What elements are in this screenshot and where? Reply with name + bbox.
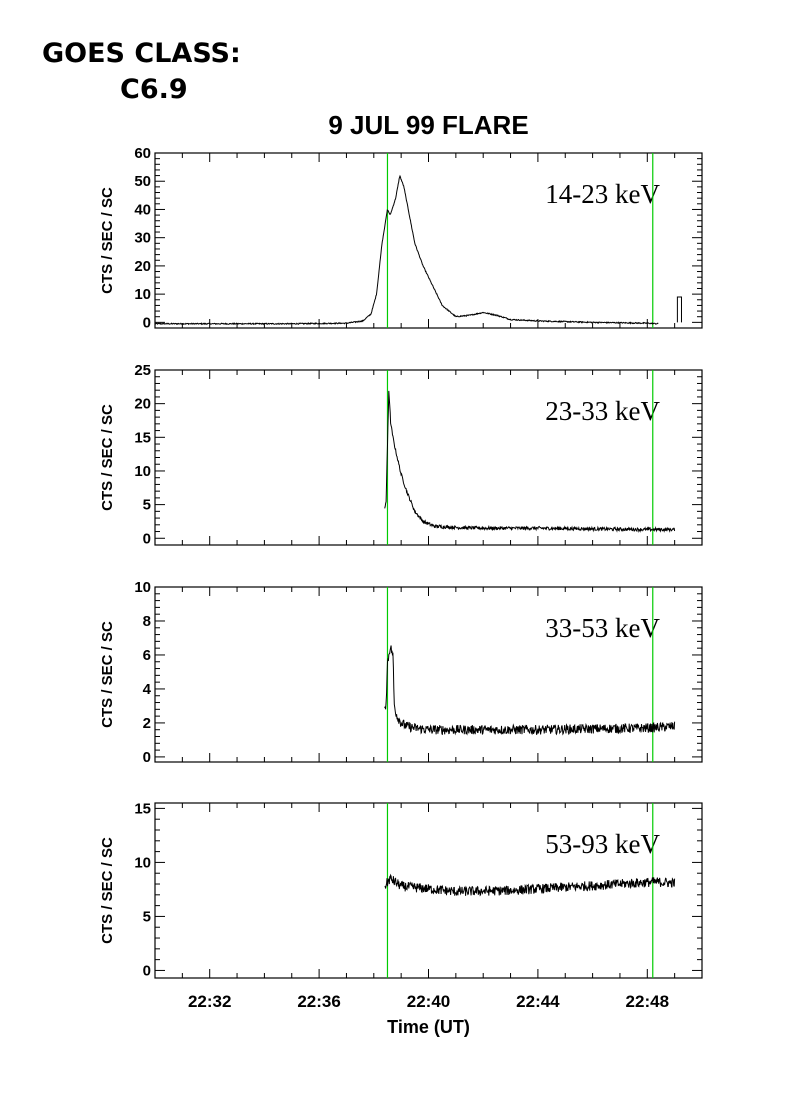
y-tick-label: 25 [134,362,151,379]
y-tick-label: 8 [143,613,151,630]
y-tick-label: 20 [134,396,151,413]
y-axis-label: CTS / SEC / SC [99,621,116,728]
y-tick-label: 2 [143,715,151,732]
y-tick-label: 60 [134,145,151,162]
goes-class-value: C6.9 [120,74,188,105]
y-tick-label: 10 [134,286,151,303]
goes-class-label: GOES CLASS: [42,38,241,69]
x-axis-label: Time (UT) [387,1017,470,1037]
x-tick-label: 22:44 [516,992,560,1011]
energy-band-label: 23-33 keV [545,396,660,426]
x-tick-label: 22:48 [626,992,669,1011]
y-tick-label: 0 [143,314,151,331]
energy-band-label: 53-93 keV [545,829,660,859]
count-rate-trace [384,873,676,897]
panel-1: 0 10 20 30 40 50 60 CTS / SEC / SC 14-23 keV [99,145,703,331]
count-rate-trace [384,390,676,534]
panel-2: 0 5 10 15 20 25 CTS / SEC / SC 23-33 keV [99,362,703,547]
y-tick-label: 5 [143,497,151,514]
y-tick-label: 10 [134,463,151,480]
energy-band-label: 33-53 keV [545,613,660,643]
x-tick-label: 22:36 [297,992,340,1011]
y-tick-label: 15 [134,429,151,446]
chart-title: 9 JUL 99 FLARE [328,110,529,140]
count-rate-trace [384,645,676,736]
y-tick-label: 0 [143,530,151,547]
y-tick-label: 50 [134,173,151,190]
y-tick-label: 10 [134,579,151,596]
x-tick-label: 22:40 [407,992,450,1011]
panel-4: 0 5 10 15 CTS / SEC / SC 53-93 keV 22:32 22:36 2… [99,800,703,1037]
goes-class-heading: GOES CLASS: C6.9 [42,36,241,108]
energy-band-label: 14-23 keV [545,179,660,209]
y-tick-label: 10 [134,854,151,871]
y-tick-label: 0 [143,962,151,979]
y-tick-label: 15 [134,800,151,817]
y-tick-label: 5 [143,908,151,925]
y-axis-label: CTS / SEC / SC [99,404,116,511]
y-axis-label: CTS / SEC / SC [99,837,116,944]
y-tick-label: 40 [134,201,151,218]
panel-3: 0 2 4 6 8 10 CTS / SEC / SC 33-53 keV [99,579,703,766]
y-tick-label: 30 [134,230,151,247]
y-tick-label: 4 [143,681,152,698]
y-axis-label: CTS / SEC / SC [99,187,116,294]
y-tick-label: 6 [143,647,151,664]
x-tick-label: 22:32 [188,992,231,1011]
spike-artifact [676,296,682,323]
count-rate-trace [154,174,659,326]
y-tick-label: 0 [143,749,151,766]
y-tick-label: 20 [134,258,151,275]
